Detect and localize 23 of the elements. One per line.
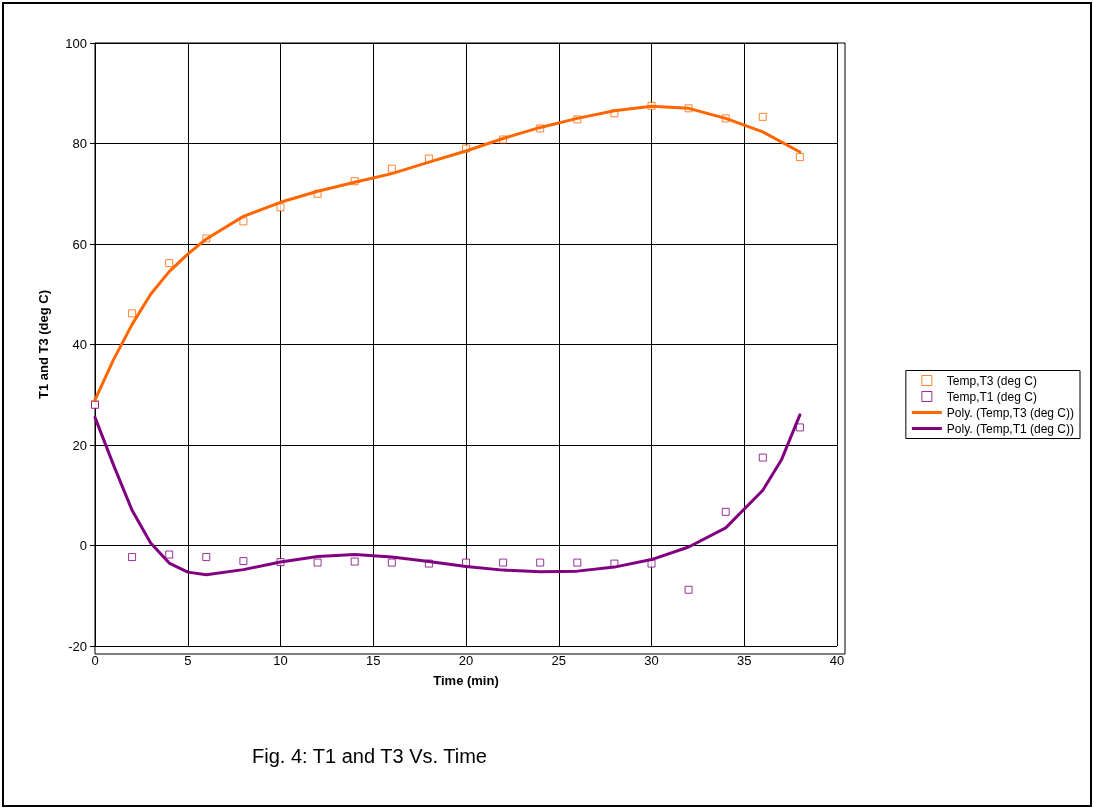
legend-label: Poly. (Temp,T3 (deg C)) (946, 405, 1075, 420)
y-tick-label: 20 (72, 437, 87, 453)
y-axis-title: T1 and T3 (deg C) (36, 289, 51, 400)
x-tick-label: 30 (644, 653, 659, 668)
x-axis-title: Time (min) (433, 673, 499, 688)
x-tick-label: 0 (91, 653, 99, 668)
x-tick-label: 40 (829, 653, 845, 668)
x-tick-label: 25 (551, 653, 566, 668)
y-tick-label: 0 (79, 538, 87, 553)
y-tick-label: 80 (72, 136, 87, 151)
x-tick-label: 35 (737, 653, 752, 668)
y-tick-label: 40 (72, 337, 87, 352)
x-tick-label: 20 (458, 653, 474, 668)
y-tick-label: 60 (72, 236, 87, 252)
x-tick-label: 15 (366, 653, 381, 668)
legend-label: Poly. (Temp,T1 (deg C)) (946, 421, 1075, 436)
y-tick-label: -20 (68, 638, 87, 654)
x-tick-label: 10 (273, 653, 288, 668)
caption: Fig. 4: T1 and T3 Vs. Time (252, 745, 487, 767)
x-tick-label: 5 (184, 653, 192, 668)
legend-label: Temp,T1 (deg C) (946, 389, 1037, 404)
legend-label: Temp,T3 (deg C) (946, 373, 1037, 388)
y-tick-label: 100 (65, 35, 87, 51)
